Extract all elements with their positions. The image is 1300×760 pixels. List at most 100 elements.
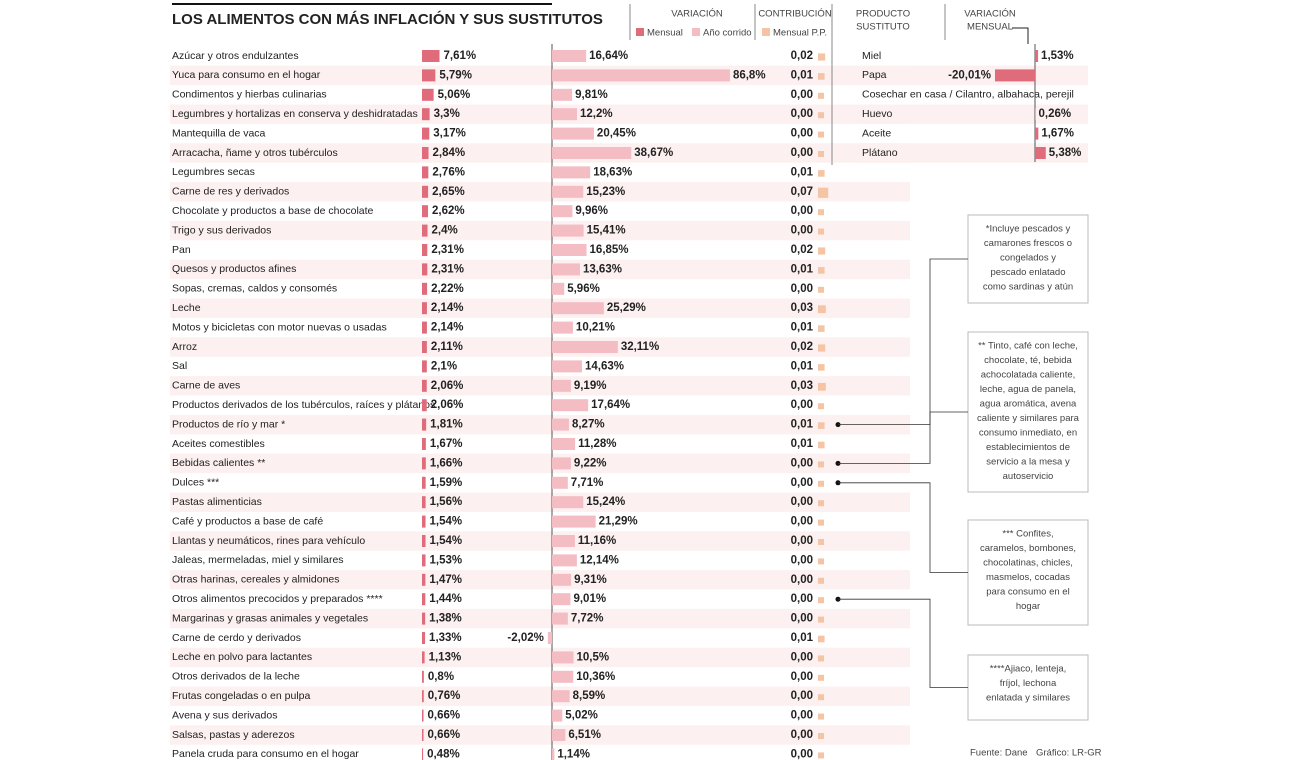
contribution-label: 0,03	[791, 302, 813, 314]
note-text: chocolate, té, bebida	[984, 355, 1072, 366]
contribution-label: 0,01	[791, 632, 814, 644]
bar-monthly	[422, 50, 440, 62]
bar-monthly	[422, 709, 424, 722]
substitute-label: 1,67%	[1041, 128, 1074, 140]
monthly-label: 2,65%	[432, 186, 465, 198]
row-stripe	[170, 298, 910, 318]
bar-contribution	[818, 73, 825, 80]
bar-ytd	[552, 302, 604, 315]
bar-ytd	[552, 69, 730, 82]
bar-contribution	[818, 597, 824, 604]
bar-contribution	[818, 151, 824, 157]
bar-substitute	[994, 69, 1035, 82]
bar-ytd	[552, 729, 566, 741]
contribution-label: 0,00	[791, 89, 813, 101]
item-name: Productos de río y mar *	[172, 418, 285, 430]
bar-contribution	[818, 53, 826, 61]
bar-ytd	[552, 360, 582, 373]
ytd-label: 15,23%	[586, 186, 625, 198]
note-connector	[838, 411, 968, 464]
bar-monthly	[422, 185, 429, 198]
bar-ytd	[552, 341, 618, 353]
note-text: ****Ajiaco, lenteja,	[990, 664, 1067, 675]
monthly-label: 1,56%	[430, 496, 463, 508]
bar-monthly	[422, 729, 424, 741]
bar-ytd	[552, 88, 573, 101]
bar-contribution	[818, 228, 824, 235]
contribution-label: 0,00	[791, 554, 813, 566]
contribution-label: 0,00	[791, 399, 813, 411]
bar-monthly	[422, 166, 429, 179]
monthly-label: 2,14%	[431, 302, 464, 314]
monthly-label: 1,53%	[430, 554, 463, 566]
bar-ytd	[552, 166, 591, 179]
bar-ytd	[552, 593, 571, 606]
item-name: Otras harinas, cereales y almidones	[172, 574, 340, 586]
monthly-label: 1,38%	[429, 613, 462, 625]
bar-contribution	[818, 422, 825, 429]
note-text: pescado enlatado	[990, 267, 1065, 278]
bar-substitute	[1035, 108, 1036, 121]
bar-ytd	[552, 457, 571, 470]
item-name: Quesos y productos afines	[172, 263, 296, 275]
contribution-label: 0,02	[791, 341, 813, 353]
header: VARIACIÓN	[671, 9, 723, 20]
contribution-label: 0,03	[791, 380, 813, 392]
note-text: enlatada y similares	[986, 693, 1070, 704]
header: CONTRIBUCIÓN	[758, 9, 832, 20]
row-stripe	[170, 182, 910, 202]
bar-substitute	[1035, 147, 1046, 159]
ytd-label: 16,64%	[589, 50, 628, 62]
item-name: Sal	[172, 360, 187, 372]
contribution-label: 0,01	[791, 419, 814, 431]
note-connector	[838, 598, 968, 688]
bar-ytd	[552, 709, 563, 722]
item-name: Dulces ***	[172, 477, 219, 489]
bar-contribution	[818, 480, 824, 487]
item-name: Sopas, cremas, caldos y consomés	[172, 283, 337, 295]
monthly-label: 2,62%	[432, 205, 465, 217]
monthly-label: 5,06%	[438, 89, 471, 101]
bar-contribution	[818, 209, 824, 216]
monthly-label: 2,4%	[432, 225, 458, 237]
item-name: Margarinas y grasas animales y vegetales	[172, 612, 368, 624]
bar-ytd	[552, 282, 565, 295]
ytd-label: 21,29%	[599, 516, 638, 528]
ytd-label: 17,64%	[591, 399, 630, 411]
contribution-label: 0,01	[791, 438, 814, 450]
monthly-label: 1,59%	[430, 477, 463, 489]
monthly-label: 2,06%	[431, 399, 464, 411]
ytd-label: 9,22%	[574, 457, 607, 469]
row-stripe	[858, 143, 1088, 163]
bar-ytd	[552, 379, 571, 392]
bar-ytd	[552, 108, 578, 121]
bar-ytd	[552, 321, 573, 334]
monthly-label: 0,8%	[428, 671, 454, 683]
bar-contribution	[818, 325, 825, 332]
note-text: caramelos, bombones,	[980, 543, 1076, 554]
substitute-name: Huevo	[862, 108, 893, 120]
contribution-label: 0,01	[791, 69, 814, 81]
bar-ytd	[552, 147, 632, 159]
bar-monthly	[422, 341, 427, 353]
note-connector	[838, 258, 968, 425]
note-text: consumo inmediato, en	[979, 428, 1077, 439]
note-text: ** Tinto, café con leche,	[978, 341, 1078, 352]
bar-ytd	[552, 224, 584, 237]
contribution-label: 0,00	[791, 516, 813, 528]
bar-monthly	[422, 632, 426, 644]
bar-monthly	[422, 593, 426, 606]
contribution-label: 0,01	[791, 263, 814, 275]
bar-monthly	[422, 224, 428, 237]
item-name: Pan	[172, 244, 191, 256]
contribution-label: 0,00	[791, 710, 813, 722]
bar-contribution	[818, 713, 824, 720]
header: PRODUCTO	[856, 9, 910, 20]
bar-contribution	[818, 170, 825, 177]
bar-contribution	[818, 616, 824, 623]
item-name: Legumbres secas	[172, 166, 255, 178]
bar-monthly	[422, 360, 427, 373]
contribution-label: 0,01	[791, 322, 814, 334]
bar-contribution	[818, 344, 826, 352]
